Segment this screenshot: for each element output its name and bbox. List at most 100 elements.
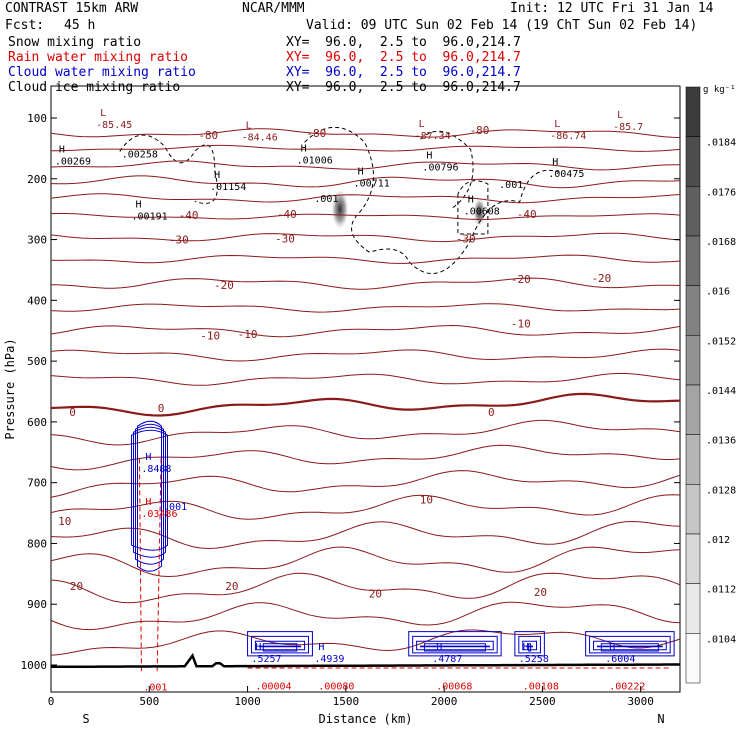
extremum-marker: H	[426, 151, 432, 162]
extremum-marker: H	[145, 452, 151, 463]
extremum-marker: H	[145, 497, 151, 508]
extremum-value: .00796	[422, 163, 458, 174]
init-time: Init: 12 UTC Fri 31 Jan 14	[510, 1, 714, 16]
x-tick-label: 3000	[627, 695, 654, 708]
extremum-value: .00191	[132, 211, 168, 222]
colorbar-segment	[685, 583, 701, 634]
cloud-water-band-1-4	[423, 643, 486, 652]
temperature-contour-9	[50, 303, 681, 313]
extremum-marker: L	[554, 119, 560, 130]
north-end-label: N	[657, 712, 664, 726]
cloud-ice-contour-1	[304, 126, 560, 275]
cloud-water-band-1-2	[416, 640, 494, 651]
y-axis-title: Pressure (hPa)	[3, 338, 17, 439]
y-tick-label: 600	[27, 416, 47, 429]
field-name-snow: Snow mixing ratio	[8, 35, 142, 50]
cloud-ice-contour-2	[457, 180, 489, 235]
y-tick-label: 1000	[21, 659, 48, 672]
cloud-water-band-1-1	[412, 635, 498, 654]
cloud-water-band-0-4	[262, 643, 298, 652]
snow-shading-0	[331, 189, 349, 229]
colorbar-tick-label: .0128	[706, 485, 736, 496]
extremum-marker: L	[246, 120, 252, 131]
temperature-contour-13	[50, 392, 681, 417]
cloud-water-column-3	[130, 429, 168, 551]
extremum-value: .8488	[141, 464, 171, 475]
cloud-water-band-3-4	[600, 643, 659, 652]
temperature-contour-19	[50, 546, 681, 578]
cloud-water-band-0-1	[250, 635, 309, 654]
extremum-marker: H	[255, 642, 261, 653]
colorbar-segment	[685, 434, 701, 485]
model-title: CONTRAST 15km ARW	[5, 1, 139, 16]
x-tick-label: 0	[48, 695, 55, 708]
temperature-contour-6	[50, 232, 681, 243]
colorbar-tick-label: .0112	[706, 585, 736, 596]
colorbar-segment	[685, 335, 701, 386]
cloud-water-band-0-2	[254, 640, 306, 651]
temperature-level-label: 20	[225, 580, 238, 593]
temperature-contour-14	[50, 419, 681, 446]
temperature-contour-1	[50, 144, 681, 152]
colorbar-segment	[685, 235, 701, 286]
colorbar-segment	[685, 533, 701, 584]
colorbar-segment	[685, 136, 701, 187]
temperature-contour-18	[50, 520, 681, 550]
y-tick-label: 900	[27, 598, 47, 611]
org-label: NCAR/MMM	[242, 1, 305, 16]
temperature-contour-12	[50, 373, 681, 386]
temperature-contour-4	[50, 193, 681, 204]
colorbar-tick-label: .0144	[706, 386, 736, 397]
temperature-contour-0	[50, 128, 681, 139]
cloud-water-band-3-2	[593, 640, 667, 651]
x-tick-label: 500	[139, 695, 159, 708]
y-tick-label: 800	[27, 537, 47, 550]
extremum-marker: L	[617, 110, 623, 121]
cloud-water-band-3-3	[596, 645, 663, 648]
temperature-contour-7	[50, 254, 681, 264]
temperature-level-label: -30	[456, 232, 476, 245]
cloud-water-band-2-1	[518, 635, 541, 654]
plot-frame	[50, 85, 681, 693]
extremum-value: .6004	[605, 654, 635, 665]
extremum-marker: H	[136, 199, 142, 210]
cloud-water-column-0	[136, 420, 162, 572]
extremum-marker: L	[419, 119, 425, 130]
extremum-marker: H	[301, 143, 307, 154]
extremum-value: .5257	[251, 654, 281, 665]
extremum-marker: H	[318, 642, 324, 653]
temperature-level-label: -80	[470, 124, 490, 137]
fcst-label: Fcst:	[5, 18, 45, 33]
extremum-value: .00608	[464, 206, 500, 217]
cloud-water-band-2-4	[528, 643, 532, 652]
extremum-marker: H	[552, 157, 558, 168]
extremum-value: .03486	[141, 509, 177, 520]
extremum-value: -84.46	[242, 132, 278, 143]
cloud-ice-contour-0	[119, 134, 218, 204]
temperature-level-label: 10	[58, 515, 71, 528]
extremum-marker: H	[436, 642, 442, 653]
temperature-contour-22	[50, 629, 681, 656]
field-xy-snow: XY= 96.0, 2.5 to 96.0,214.7	[286, 35, 521, 50]
temperature-level-label: -40	[517, 208, 537, 221]
contour-value-label: .001	[143, 683, 167, 694]
temperature-contour-21	[50, 601, 681, 631]
colorbar-segment	[685, 86, 701, 137]
temperature-level-label: 0	[69, 406, 76, 419]
terrain-surface-line	[51, 652, 680, 669]
temperature-level-label: -30	[169, 234, 189, 247]
extremum-value: -85.7	[613, 122, 643, 133]
colorbar-tick-label: .0152	[706, 336, 736, 347]
temperature-level-label: 0	[158, 402, 165, 415]
colorbar-tick-label: .016	[706, 287, 730, 298]
colorbar-tick-label: .0184	[706, 138, 736, 149]
contour-value-label: .00068	[436, 681, 472, 692]
cloud-water-band-1-0	[408, 631, 502, 657]
extremum-value: .01006	[297, 155, 333, 166]
extremum-value: .4787	[432, 654, 462, 665]
contour-value-label: .001	[314, 194, 338, 205]
temperature-level-label: 0	[488, 406, 495, 419]
contour-value-label: .00258	[122, 150, 158, 161]
y-tick-label: 100	[27, 112, 47, 125]
field-name-rain: Rain water mixing ratio	[8, 50, 189, 65]
